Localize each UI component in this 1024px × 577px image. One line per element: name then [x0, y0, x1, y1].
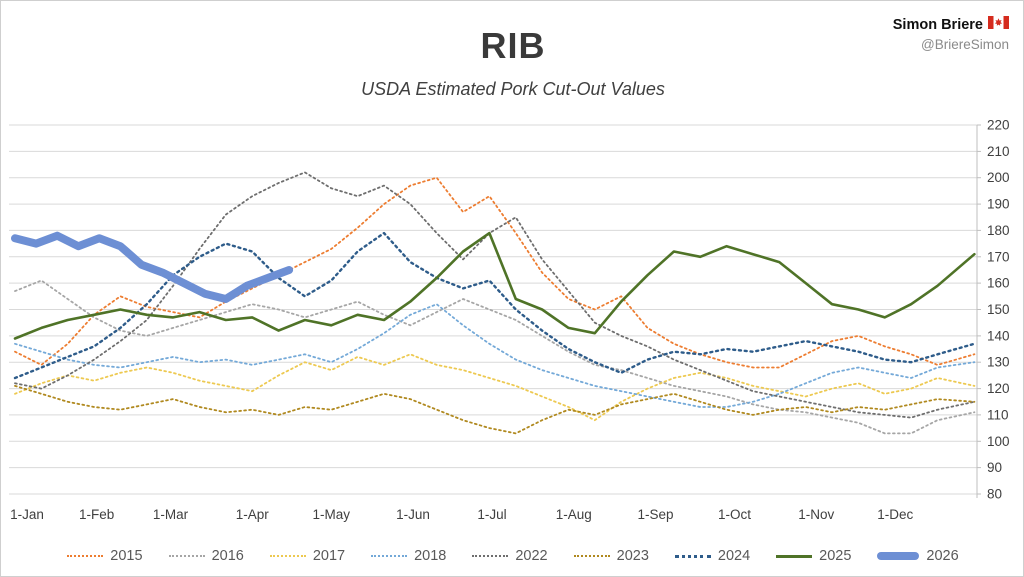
x-tick-label: 1-Apr	[236, 507, 270, 522]
legend-item-2023: 2023	[573, 548, 649, 564]
y-tick-label: 200	[987, 170, 1010, 185]
series-line-2015	[14, 176, 976, 369]
series-line-2022	[14, 171, 976, 419]
y-tick-label: 80	[987, 487, 1002, 502]
legend-swatch-2022	[472, 555, 509, 557]
x-tick-label: 1-Jun	[396, 507, 430, 522]
attribution-handle: @BriereSimon	[921, 36, 1009, 52]
legend-label-2016: 2016	[211, 548, 244, 564]
chart-legend: 2015 2016 2017 2018 2022 2023 2024 2025 2026	[1, 548, 1024, 564]
y-tick-label: 100	[987, 434, 1010, 449]
legend-swatch-2023	[573, 555, 610, 557]
y-tick-label: 110	[987, 407, 1009, 422]
legend-label-2025: 2025	[819, 548, 852, 564]
chart-subtitle: USDA Estimated Pork Cut-Out Values	[361, 79, 665, 99]
legend-swatch-2025	[776, 554, 813, 558]
legend-label-2023: 2023	[616, 548, 649, 564]
y-tick-label: 90	[987, 460, 1002, 475]
legend-swatch-2018	[371, 555, 408, 557]
x-tick-label: 1-Sep	[637, 507, 673, 522]
series-line-2025	[13, 231, 976, 340]
legend-item-2024: 2024	[674, 548, 751, 564]
x-tick-label: 1-Feb	[79, 507, 114, 522]
series-line-2016	[14, 279, 976, 435]
y-tick-label: 140	[987, 328, 1010, 343]
legend-swatch-2024	[674, 554, 711, 558]
legend-item-2017: 2017	[269, 548, 346, 564]
rib-line-chart: 220 210 200 190 180 170 160 150 140 130 120 110 100 9…	[9, 118, 1010, 522]
chart-title: RIB	[480, 25, 546, 66]
y-tick-label: 170	[987, 249, 1010, 264]
series-line-2023	[14, 384, 976, 435]
legend-item-2025: 2025	[776, 548, 851, 564]
legend-item-2015: 2015	[67, 548, 143, 564]
y-tick-label: 180	[987, 223, 1010, 238]
legend-label-2022: 2022	[515, 548, 548, 564]
y-tick-label: 160	[987, 276, 1010, 291]
legend-swatch-2016	[168, 555, 205, 557]
x-tick-label: 1-Oct	[718, 507, 751, 522]
legend-item-2018: 2018	[371, 548, 446, 564]
series-line-2017	[14, 353, 976, 422]
x-tick-label: 1-Nov	[798, 507, 834, 522]
y-tick-label: 210	[987, 144, 1010, 159]
y-tick-label: 120	[987, 381, 1010, 396]
x-tick-label: 1-Jan	[10, 507, 44, 522]
series-line-2026	[11, 231, 294, 303]
x-tick-label: 1-Aug	[556, 507, 592, 522]
legend-label-2018: 2018	[414, 548, 447, 564]
attribution: Simon Briere @BriereSimon	[893, 15, 1009, 53]
x-tick-label: 1-Dec	[877, 507, 913, 522]
legend-item-2022: 2022	[472, 548, 548, 564]
legend-label-2026: 2026	[926, 548, 959, 564]
y-tick-label: 130	[987, 355, 1010, 370]
legend-swatch-2015	[67, 555, 104, 557]
legend-swatch-2017	[269, 555, 306, 557]
canada-flag-icon	[988, 15, 1009, 36]
series-line-2018	[14, 303, 976, 408]
legend-label-2017: 2017	[312, 548, 346, 564]
attribution-name: Simon Briere	[892, 16, 983, 33]
x-tick-label: 1-Jul	[477, 507, 506, 522]
legend-label-2015: 2015	[110, 548, 143, 564]
y-tick-label: 150	[987, 302, 1010, 317]
legend-item-2016: 2016	[168, 548, 244, 564]
x-tick-label: 1-May	[313, 507, 351, 522]
legend-swatch-2026	[877, 552, 920, 560]
x-tick-label: 1-Mar	[153, 507, 189, 522]
y-tick-label: 220	[987, 118, 1010, 133]
legend-label-2024: 2024	[717, 548, 751, 564]
y-tick-label: 190	[987, 197, 1010, 212]
legend-item-2026: 2026	[877, 548, 959, 564]
